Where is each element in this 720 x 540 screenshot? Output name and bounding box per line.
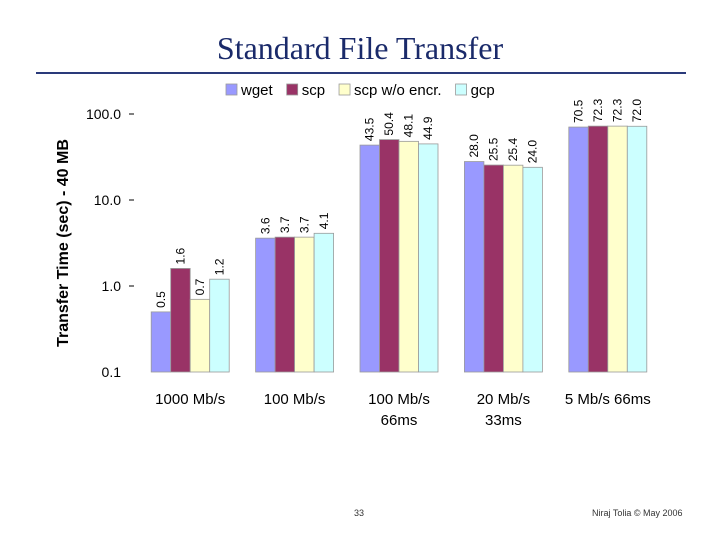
bar-scp xyxy=(379,139,400,373)
data-label: 43.5 xyxy=(363,117,377,141)
data-label: 0.5 xyxy=(154,291,168,308)
data-label: 25.4 xyxy=(506,138,520,162)
data-label: 25.5 xyxy=(487,137,501,161)
data-label: 3.6 xyxy=(258,217,272,234)
x-category-label: 1000 Mb/s xyxy=(155,391,225,408)
data-label: 1.2 xyxy=(212,258,226,275)
data-label: 72.3 xyxy=(611,98,625,122)
title-divider xyxy=(36,72,686,74)
legend-swatch xyxy=(455,83,467,96)
y-tick-label: 10.0 xyxy=(94,192,121,208)
bar-gcp xyxy=(522,166,543,373)
bar-wget xyxy=(150,311,172,373)
data-label: 48.1 xyxy=(402,114,416,138)
legend-label: wget xyxy=(240,82,274,99)
data-label: 3.7 xyxy=(297,216,311,233)
bar-scp xyxy=(170,268,191,373)
x-category-label: 100 Mb/s xyxy=(368,391,430,408)
legend-label: scp xyxy=(302,82,325,99)
y-axis-title: Transfer Time (sec) - 40 MB xyxy=(55,139,72,347)
data-label: 4.1 xyxy=(317,212,331,229)
data-label: 28.0 xyxy=(467,134,481,158)
data-label: 72.0 xyxy=(630,99,644,123)
bar-wget xyxy=(359,144,380,373)
data-label: 70.5 xyxy=(572,99,586,123)
data-label: 44.9 xyxy=(421,116,435,140)
y-tick-label: 1.0 xyxy=(102,278,122,294)
x-category-label: 66ms xyxy=(381,412,418,429)
data-label: 72.3 xyxy=(591,98,605,122)
page-number: 33 xyxy=(354,508,365,518)
bar-wget xyxy=(568,126,589,373)
slide-title: Standard File Transfer xyxy=(216,30,504,66)
bar-scp-w-o-encr- xyxy=(607,125,628,373)
data-label: 24.0 xyxy=(526,140,540,164)
bar-gcp xyxy=(626,125,648,373)
legend-label: scp w/o encr. xyxy=(354,82,442,99)
bar-gcp xyxy=(209,278,230,373)
bar-gcp xyxy=(313,232,335,373)
legend-swatch xyxy=(338,83,351,96)
data-label: 3.7 xyxy=(278,216,292,233)
bar-scp xyxy=(274,236,296,373)
bar-gcp xyxy=(418,143,439,373)
data-label: 0.7 xyxy=(193,278,207,295)
x-category-label: 20 Mb/s xyxy=(477,391,530,408)
data-label: 1.6 xyxy=(173,247,187,264)
legend-swatch xyxy=(286,83,299,96)
slide-credit: Niraj Tolia © May 2006 xyxy=(592,508,683,518)
bar-scp xyxy=(587,125,609,373)
data-label: 50.4 xyxy=(382,112,396,136)
legend-swatch xyxy=(225,83,238,96)
bar-scp-w-o-encr- xyxy=(398,140,419,373)
bar-wget xyxy=(255,237,276,373)
bar-scp xyxy=(483,164,504,373)
bar-scp-w-o-encr- xyxy=(189,298,211,373)
bar-wget xyxy=(463,161,485,373)
x-category-label: 100 Mb/s xyxy=(264,391,326,408)
x-category-label: 33ms xyxy=(485,412,522,429)
y-tick-label: 0.1 xyxy=(102,364,122,380)
legend-label: gcp xyxy=(471,82,495,99)
bar-scp-w-o-encr- xyxy=(502,164,524,373)
x-category-label: 5 Mb/s 66ms xyxy=(565,391,651,408)
bar-scp-w-o-encr- xyxy=(294,236,315,373)
y-tick-label: 100.0 xyxy=(86,106,121,122)
